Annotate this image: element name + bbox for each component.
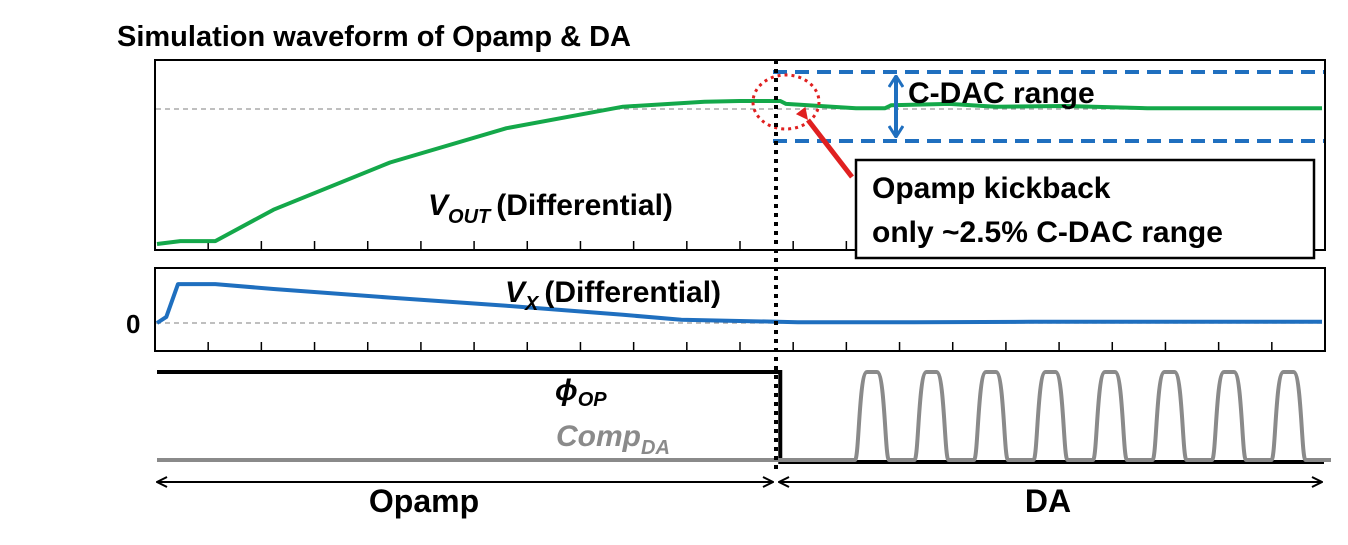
vx-label-sub: X [524, 293, 540, 315]
chart-title: Simulation waveform of Opamp & DA [117, 21, 631, 53]
phi-op-waveform [157, 370, 1324, 464]
phi-op-label-sub: OP [578, 389, 608, 411]
cdac-range-label: C-DAC range [908, 77, 1095, 110]
comp-da-label: CompDA [556, 420, 670, 459]
kickback-annotation-line2: only ~2.5% C-DAC range [872, 216, 1223, 249]
vx-trace [155, 282, 1322, 325]
vx-panel-frame [154, 267, 1326, 352]
vout-label-rest: (Differential) [496, 189, 673, 222]
phi-op-label-main: ϕ [555, 374, 578, 407]
opamp-phase-label: Opamp [369, 483, 479, 519]
vout-label-sub: OUT [448, 206, 492, 228]
vx-label-rest: (Differential) [544, 276, 721, 309]
vx-series-label: VX (Differential) [505, 276, 721, 315]
vx-series-group [155, 282, 1322, 325]
phi-op-label: ϕOP [555, 374, 607, 411]
comp-da-label-main: Comp [556, 420, 641, 453]
kickback-highlight-circle [751, 73, 821, 131]
kickback-annotation-line1: Opamp kickback [872, 172, 1111, 205]
comp-da-waveform [157, 370, 1331, 462]
vout-series-label: VOUT (Differential) [428, 189, 673, 228]
vout-trace [156, 99, 1322, 246]
clock-series-group [157, 370, 1331, 464]
da-phase-label: DA [1025, 483, 1071, 519]
vx-zero-label: 0 [126, 309, 140, 339]
vx-label-main: V [505, 276, 528, 309]
vx-panel-ticks [207, 342, 1273, 351]
vout-label-main: V [428, 189, 451, 222]
vout-series-group [156, 99, 1322, 246]
kickback-annotation-box [854, 158, 1316, 260]
kickback-pointer-arrow [795, 106, 854, 179]
comp-da-label-sub: DA [641, 437, 670, 459]
